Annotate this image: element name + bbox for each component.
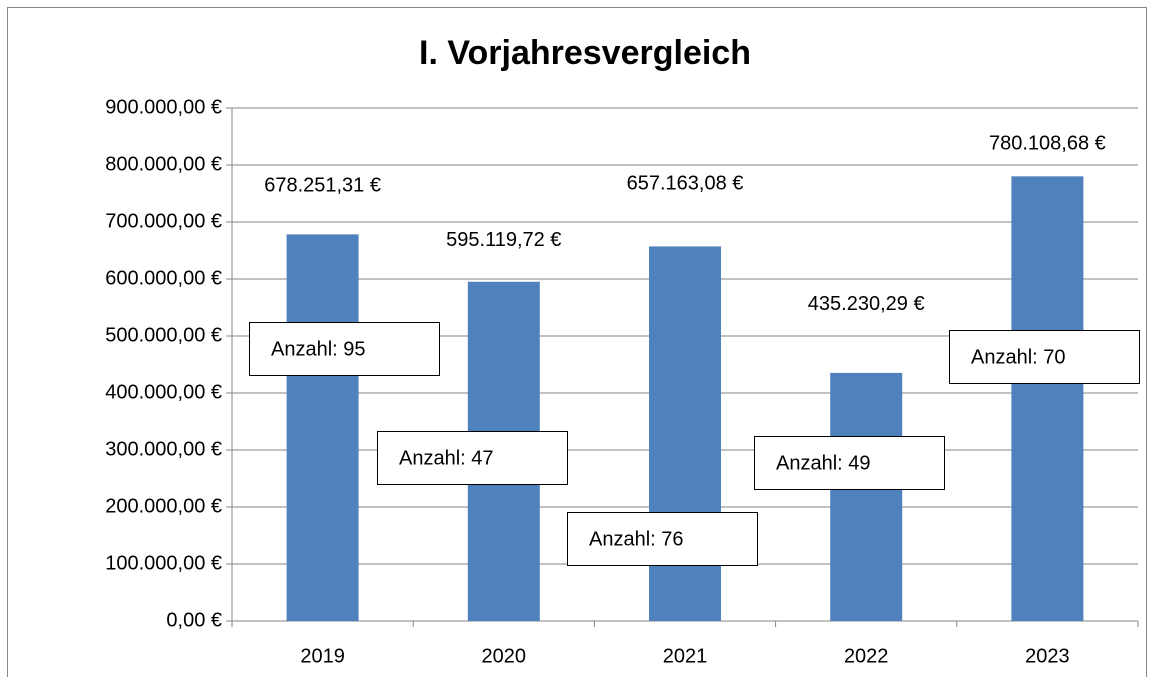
y-tick-label: 0,00 €: [166, 609, 222, 631]
x-tick-label: 2021: [663, 645, 708, 667]
x-tick-label: 2023: [1025, 645, 1070, 667]
value-label: 435.230,29 €: [808, 293, 925, 315]
value-label: 657.163,08 €: [627, 173, 744, 195]
annotation: Anzahl: 49: [776, 452, 871, 474]
annotation-box: [949, 330, 1140, 384]
annotation: Anzahl: 47: [399, 447, 494, 469]
y-tick-label: 100.000,00 €: [105, 552, 222, 574]
y-tick-label: 600.000,00 €: [105, 267, 222, 289]
annotation-box: [377, 431, 568, 485]
annotation-box: [754, 436, 945, 490]
y-tick-label: 500.000,00 €: [105, 324, 222, 346]
y-tick-label: 300.000,00 €: [105, 438, 222, 460]
x-tick-label: 2020: [482, 645, 527, 667]
bar: [1011, 176, 1084, 621]
x-tick-label: 2022: [844, 645, 889, 667]
annotation-box: [249, 322, 440, 376]
annotation: Anzahl: 70: [971, 346, 1066, 368]
y-tick-label: 200.000,00 €: [105, 495, 222, 517]
annotation: Anzahl: 76: [589, 528, 684, 550]
chart-title: I. Vorjahresvergleich: [419, 34, 751, 72]
value-label: 780.108,68 €: [989, 133, 1106, 155]
x-tick-label: 2019: [300, 645, 345, 667]
bar: [830, 372, 903, 621]
annotation: Anzahl: 95: [271, 338, 366, 360]
y-tick-label: 900.000,00 €: [105, 96, 222, 118]
value-label: 678.251,31 €: [264, 175, 381, 197]
y-tick-label: 800.000,00 €: [105, 153, 222, 175]
y-tick-label: 400.000,00 €: [105, 381, 222, 403]
bar: [286, 234, 359, 621]
value-label: 595.119,72 €: [446, 229, 561, 251]
y-tick-label: 700.000,00 €: [105, 210, 222, 232]
annotation-box: [567, 512, 758, 566]
